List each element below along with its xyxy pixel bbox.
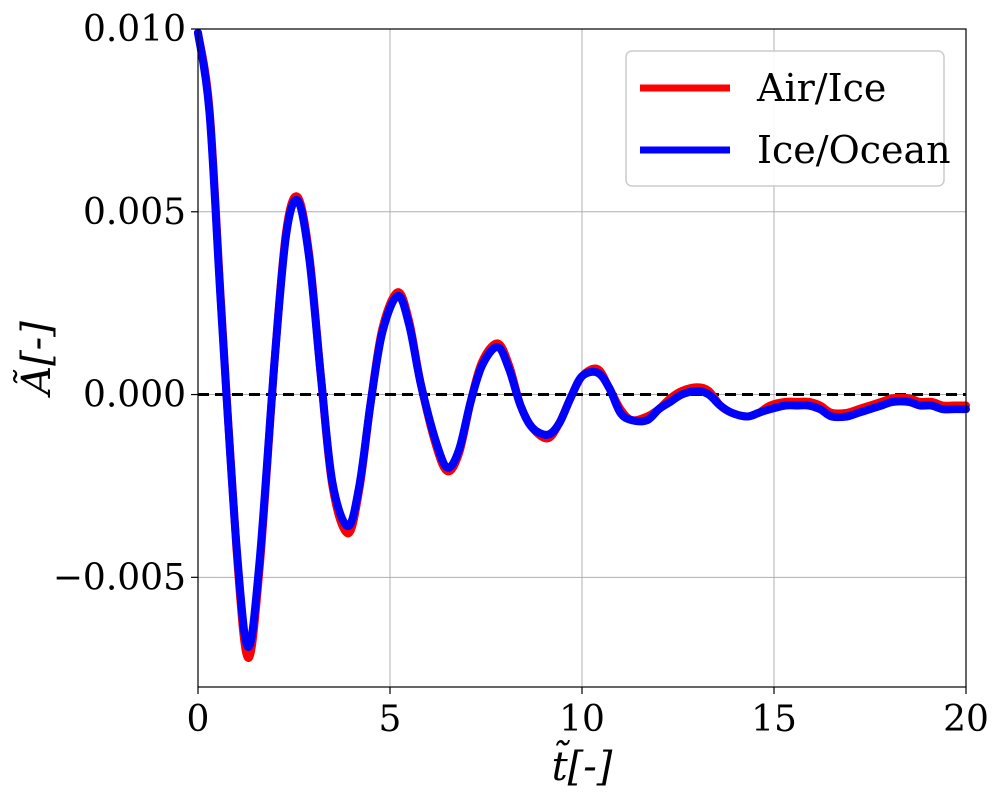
y-tick-label-3: 0.010 (83, 9, 186, 50)
legend-label-ice-ocean: Ice/Ocean (757, 128, 951, 172)
y-tick-label-2: 0.005 (83, 192, 186, 233)
x-axis-label: t̃[-] (552, 740, 613, 790)
y-tick-label-1: 0.000 (83, 375, 186, 416)
series-group (194, 28, 970, 662)
series-line-ice-ocean (194, 28, 970, 651)
x-tick-label-3: 15 (751, 699, 797, 740)
y-tick-label-0: −0.005 (53, 557, 186, 598)
x-tick-label-0: 0 (187, 699, 210, 740)
legend: Air/Ice Ice/Ocean (625, 50, 951, 187)
x-tick-label-4: 20 (943, 699, 989, 740)
x-tick-label-2: 10 (559, 699, 605, 740)
legend-label-air-ice: Air/Ice (756, 66, 886, 110)
y-axis-ticks: −0.005 0.000 0.005 0.010 (53, 9, 198, 598)
x-tick-label-1: 5 (379, 699, 402, 740)
y-axis-label: Ã[-] (13, 321, 60, 399)
x-axis-ticks: 0 5 10 15 20 (187, 687, 989, 740)
